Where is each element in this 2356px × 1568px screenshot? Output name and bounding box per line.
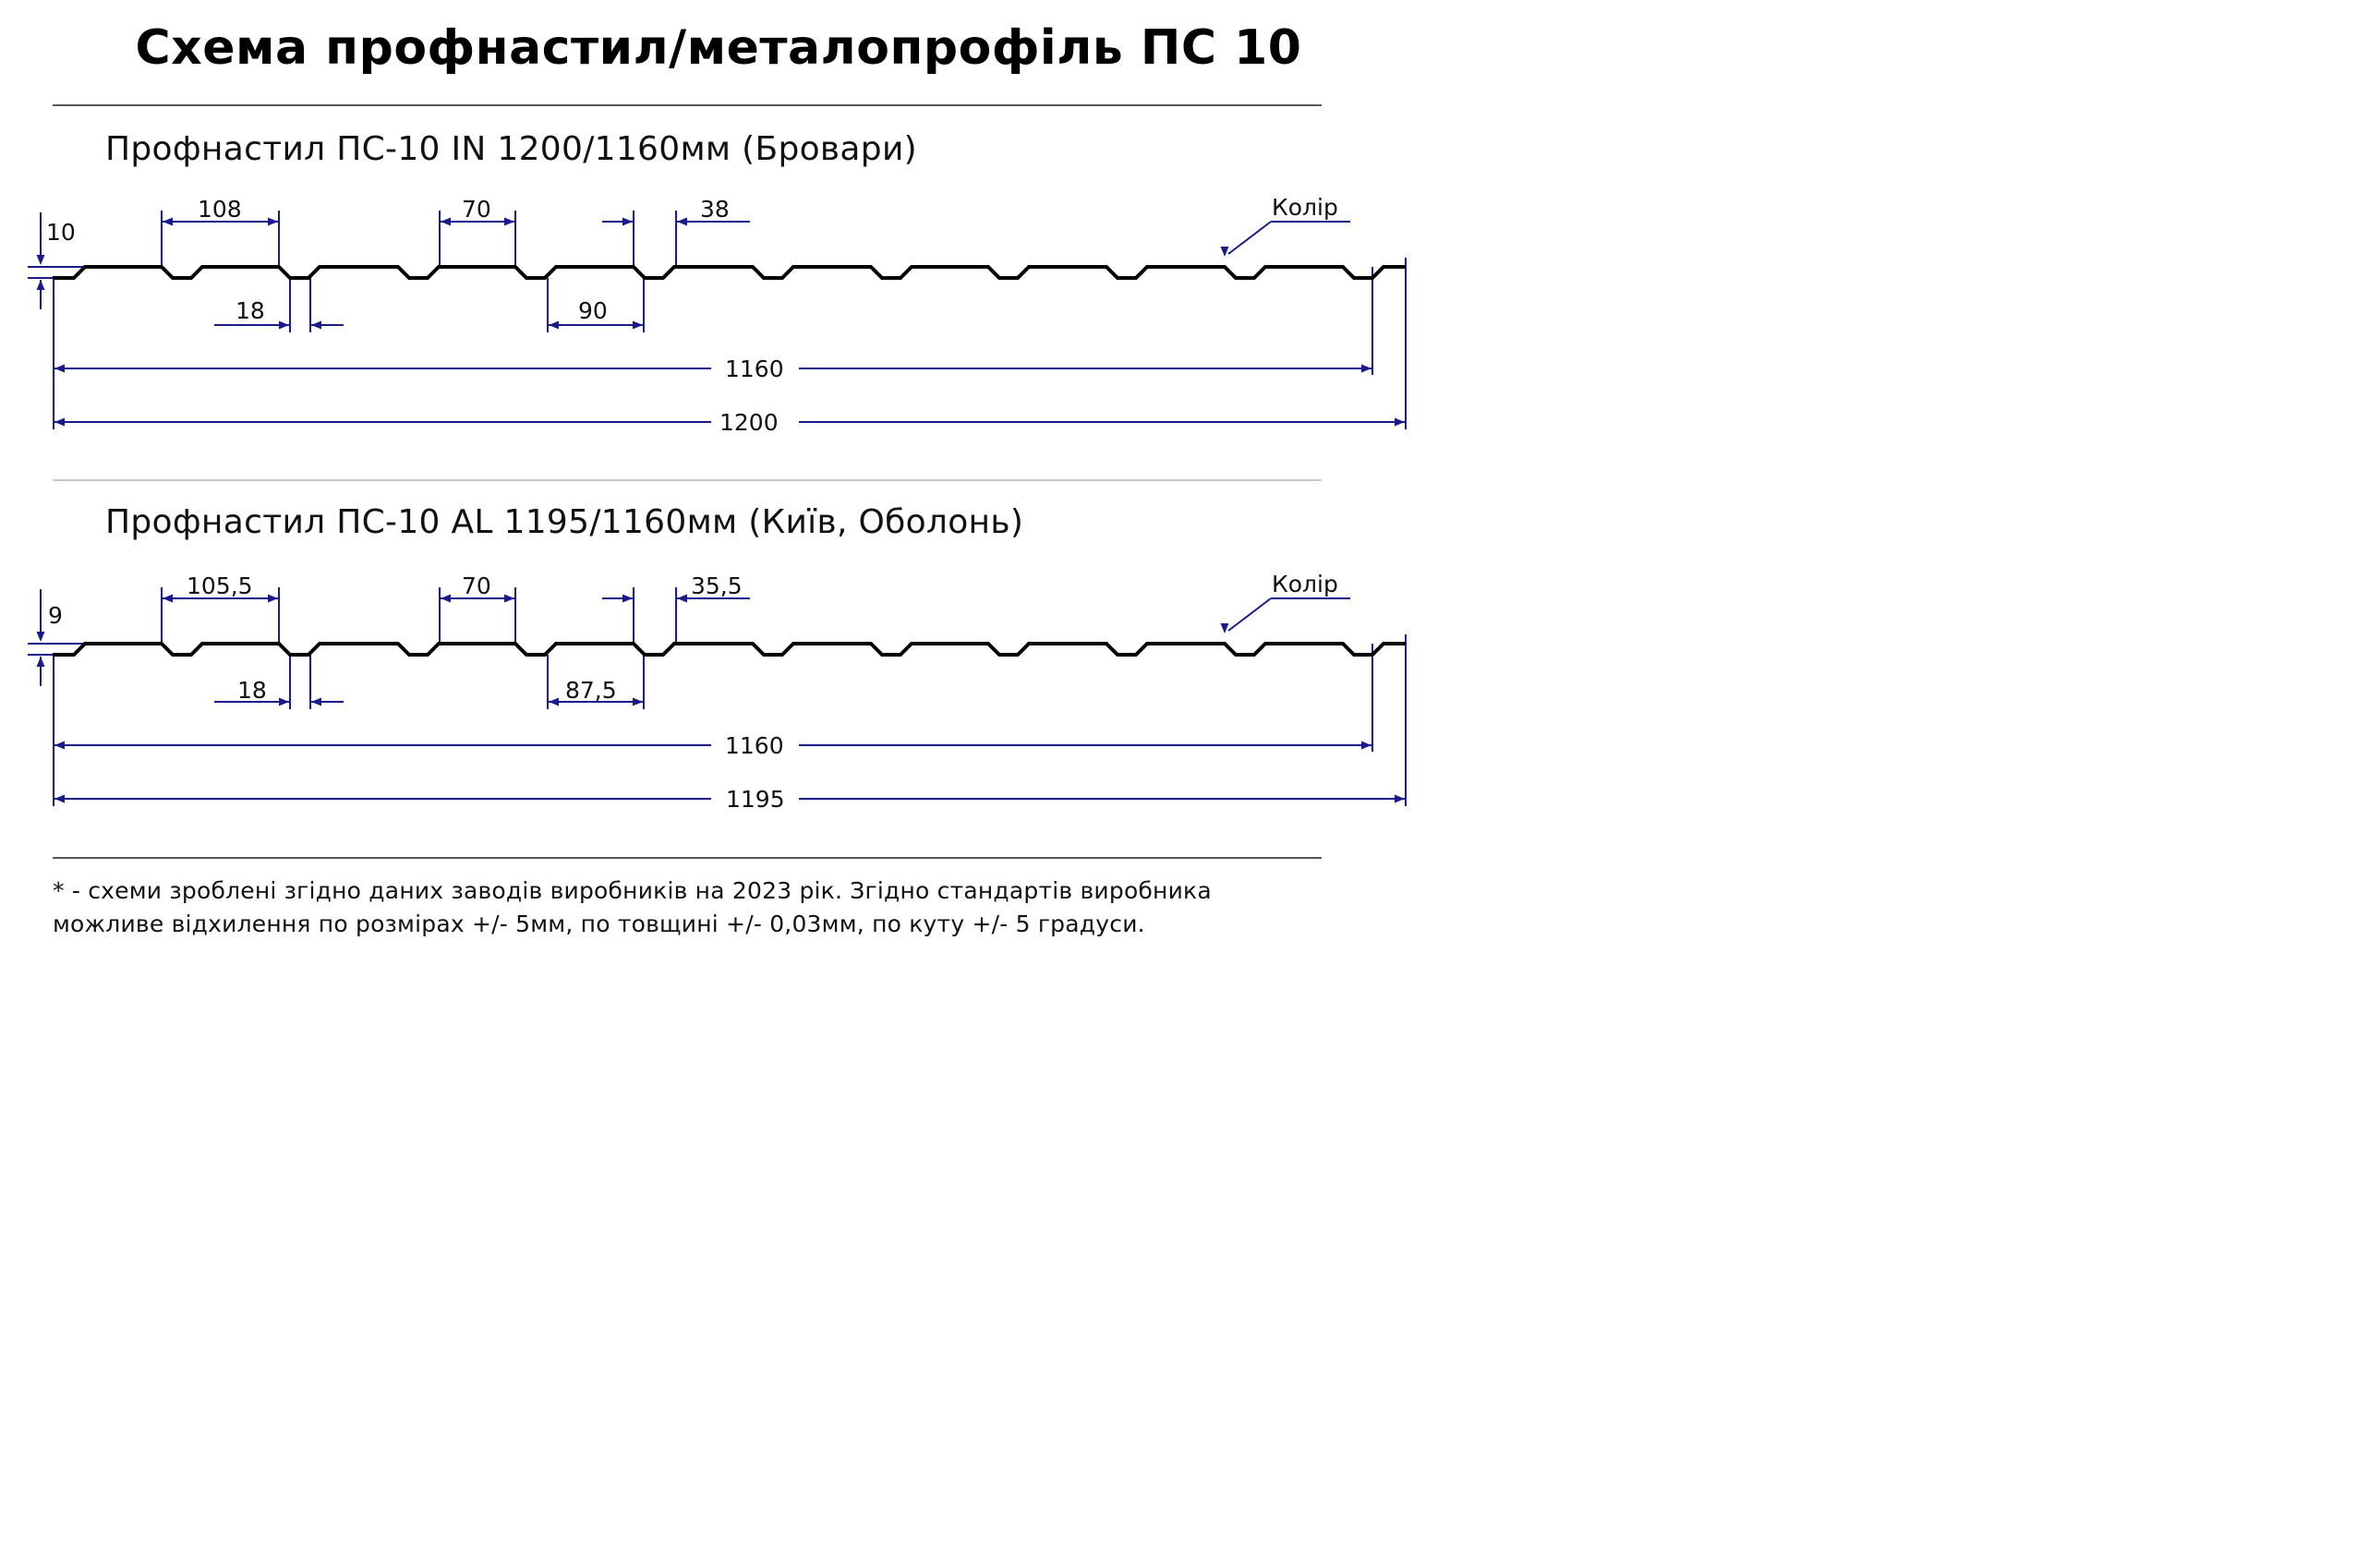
footnote-line-1: * - схеми зроблені згідно даних заводів … (53, 877, 1212, 904)
arrow-head (36, 657, 45, 667)
section-1-title: Профнастил ПС-10 IN 1200/1160мм (Бровари… (105, 130, 917, 168)
arrow-head (441, 594, 451, 603)
profile-diagram-2: 9 105,5 70 35,5 18 87,5 1160 1195 Колір (28, 571, 1407, 813)
footnote-divider (53, 857, 1322, 859)
arrow-head (54, 364, 65, 373)
arrow-head (504, 594, 514, 603)
page-title: Схема профнастил/металопрофіль ПС 10 (135, 20, 1302, 76)
profile-diagram-1: 10 108 70 38 18 90 1160 1200 Колір (28, 194, 1407, 436)
arrow-head (504, 217, 514, 226)
leader-line (1227, 597, 1272, 632)
arrow-head (311, 697, 321, 706)
arrow-head (54, 417, 65, 427)
title-divider (53, 104, 1322, 106)
arrow-head (311, 320, 321, 330)
arrow-head (441, 217, 451, 226)
color-label: Колір (1272, 194, 1338, 221)
arrow-head (549, 697, 559, 706)
arrow-head (36, 255, 45, 265)
arrow-head (633, 697, 643, 706)
rib-bottom-label: 18 (236, 297, 265, 324)
arrow-head (268, 217, 278, 226)
height-label: 10 (46, 219, 76, 246)
leader-arrow (1220, 623, 1229, 633)
total-width-label: 1200 (719, 409, 779, 436)
arrow-head (54, 741, 65, 750)
color-label: Колір (1272, 571, 1338, 597)
rib-top-label: 70 (462, 573, 491, 599)
arrow-head (1361, 364, 1371, 373)
top-flat-label: 108 (198, 196, 242, 223)
arrow-head (163, 594, 173, 603)
top-flat-label: 105,5 (187, 573, 253, 599)
arrow-head (36, 280, 45, 290)
valley-label: 87,5 (565, 677, 617, 704)
footnote-line-2: можливе відхилення по розмірах +/- 5мм, … (53, 911, 1145, 937)
leader-arrow (1220, 247, 1229, 257)
arrow-head (622, 594, 633, 603)
arrow-head (279, 697, 289, 706)
arrow-head (54, 794, 65, 803)
gap-small-label: 35,5 (691, 573, 743, 599)
arrow-head (677, 217, 687, 226)
arrow-head (268, 594, 278, 603)
arrow-head (622, 217, 633, 226)
gap-small-label: 38 (700, 196, 730, 223)
arrow-head (279, 320, 289, 330)
arrow-head (1395, 794, 1405, 803)
arrow-head (549, 320, 559, 330)
arrow-head (163, 217, 173, 226)
height-label: 9 (48, 602, 63, 629)
total-width-label: 1195 (726, 786, 785, 813)
arrow-head (1395, 417, 1405, 427)
rib-top-label: 70 (462, 196, 491, 223)
section-2-title: Профнастил ПС-10 AL 1195/1160мм (Київ, О… (105, 503, 1024, 541)
arrow-head (633, 320, 643, 330)
profile-line (53, 642, 1406, 657)
arrow-head (677, 594, 687, 603)
useful-width-label: 1160 (725, 356, 784, 382)
leader-line (1227, 221, 1272, 255)
arrow-head (1361, 741, 1371, 750)
useful-width-label: 1160 (725, 732, 784, 759)
arrow-head (36, 632, 45, 642)
rib-bottom-label: 18 (237, 677, 267, 704)
profile-line (53, 265, 1406, 280)
valley-label: 90 (578, 297, 608, 324)
section-divider (53, 479, 1322, 481)
